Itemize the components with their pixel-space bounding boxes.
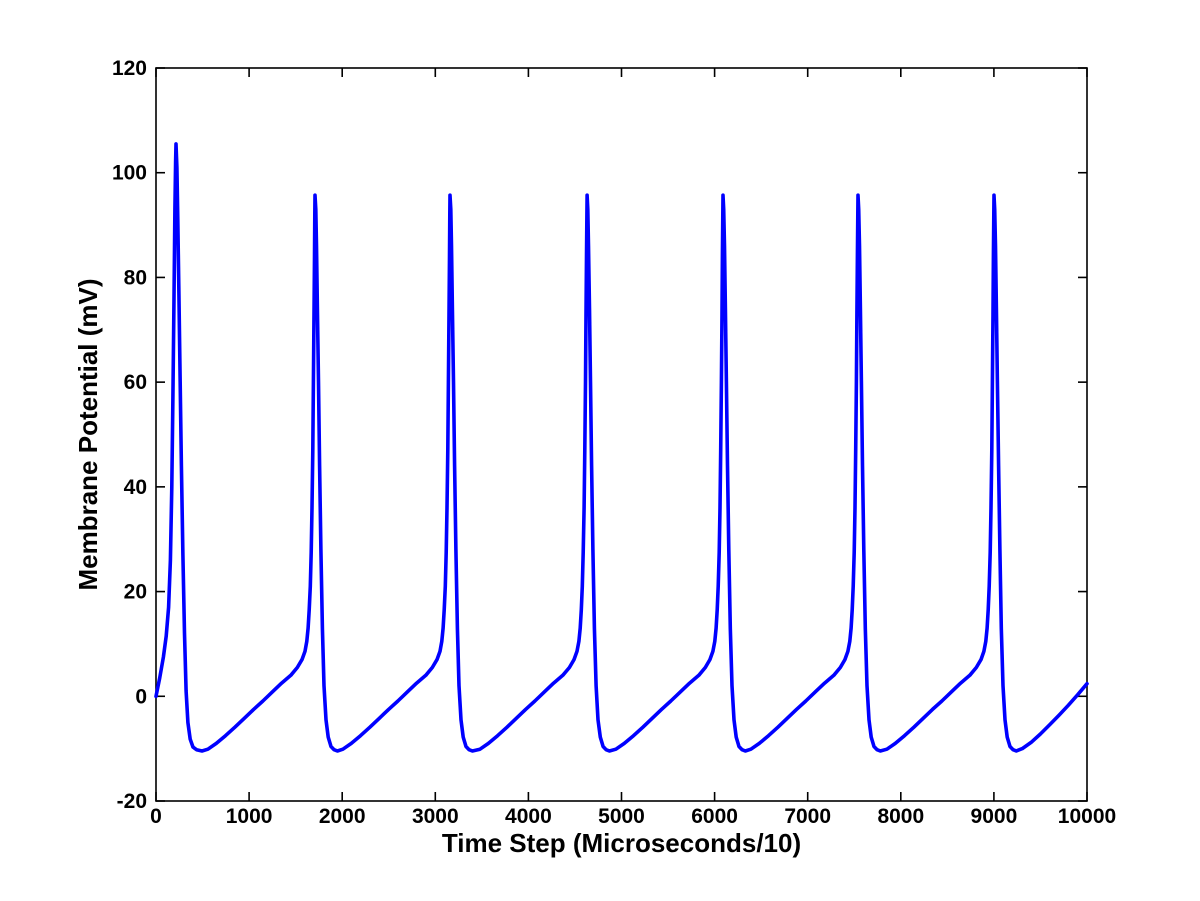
x-tick-label: 10000 <box>1058 805 1116 828</box>
y-tick-label: 120 <box>112 57 147 80</box>
y-tick-label: 0 <box>135 685 147 708</box>
x-tick-label: 1000 <box>226 805 273 828</box>
y-axis-label: Membrane Potential (mV) <box>73 278 103 590</box>
y-tick-label: -20 <box>117 790 147 813</box>
x-tick-label: 3000 <box>412 805 459 828</box>
x-tick-label: 0 <box>150 805 162 828</box>
y-tick-label: 60 <box>124 371 147 394</box>
axes-box <box>155 67 1088 802</box>
y-tick-label: 100 <box>112 162 147 185</box>
axis-tick-labels: 0 1000 2000 3000 4000 5000 6000 7000 8000 9000 100… <box>112 57 1116 828</box>
x-tick-label: 6000 <box>691 805 738 828</box>
y-tick-label: 80 <box>124 266 147 289</box>
x-tick-label: 9000 <box>971 805 1018 828</box>
membrane-potential-trace <box>154 142 1089 753</box>
x-tick-label: 2000 <box>319 805 366 828</box>
x-tick-label: 8000 <box>877 805 924 828</box>
x-axis-label: Time Step (Microseconds/10) <box>442 828 801 858</box>
axis-ticks <box>155 67 1088 802</box>
x-tick-label: 5000 <box>598 805 645 828</box>
x-tick-label: 4000 <box>505 805 552 828</box>
y-tick-label: 20 <box>124 581 147 604</box>
x-tick-label: 7000 <box>784 805 831 828</box>
y-tick-label: 40 <box>124 476 147 499</box>
